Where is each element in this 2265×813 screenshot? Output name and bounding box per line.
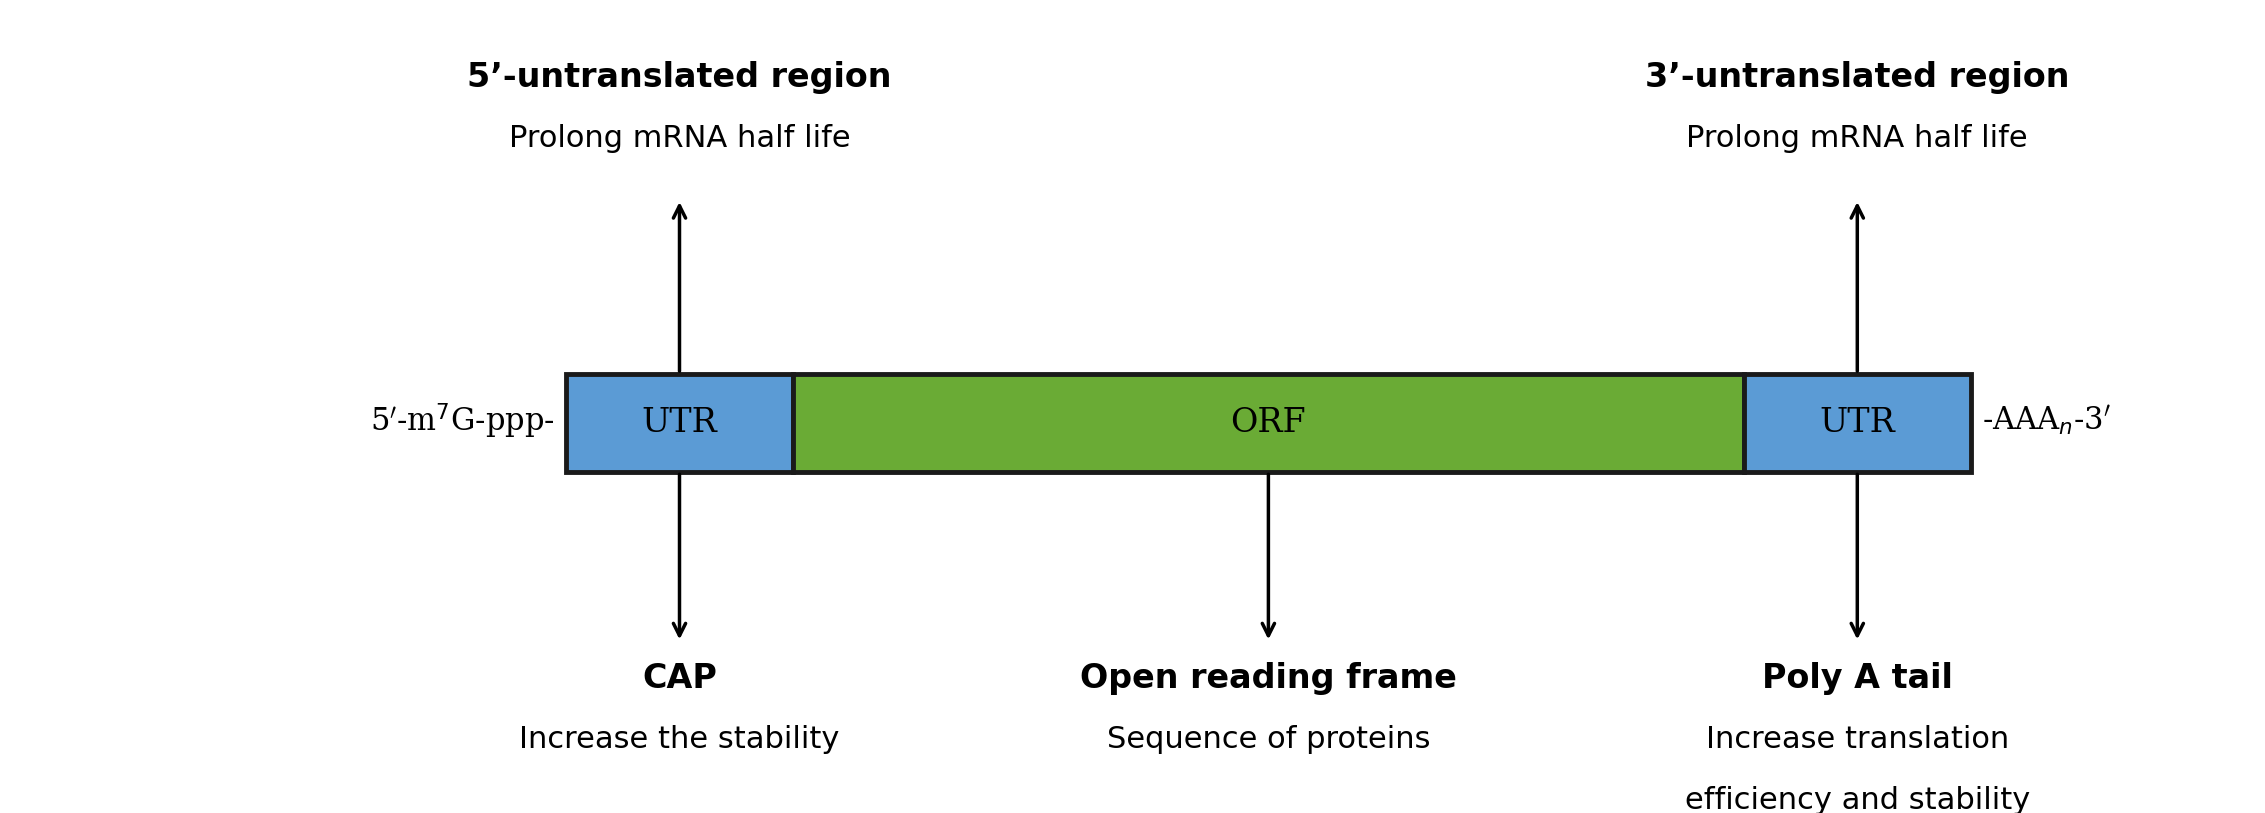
Text: 3’-untranslated region: 3’-untranslated region — [1644, 61, 2070, 93]
Bar — [1744, 374, 1971, 472]
Text: Increase translation: Increase translation — [1706, 725, 2009, 754]
Text: Open reading frame: Open reading frame — [1080, 663, 1456, 695]
Text: UTR: UTR — [1819, 406, 1896, 439]
Text: Prolong mRNA half life: Prolong mRNA half life — [510, 124, 849, 153]
Text: Increase the stability: Increase the stability — [519, 725, 840, 754]
Text: ORF: ORF — [1230, 406, 1307, 439]
Text: Prolong mRNA half life: Prolong mRNA half life — [1687, 124, 2027, 153]
Text: 5’-untranslated region: 5’-untranslated region — [467, 61, 892, 93]
Text: Poly A tail: Poly A tail — [1762, 663, 1952, 695]
Bar — [793, 374, 1744, 472]
Text: UTR: UTR — [641, 406, 718, 439]
Bar — [566, 374, 793, 472]
Text: -AAA$_n$-3$'$: -AAA$_n$-3$'$ — [1982, 404, 2111, 438]
Text: CAP: CAP — [641, 663, 718, 695]
Text: Sequence of proteins: Sequence of proteins — [1108, 725, 1429, 754]
Text: 5$'$-m$^7$G-ppp-: 5$'$-m$^7$G-ppp- — [369, 402, 555, 441]
Text: efficiency and stability: efficiency and stability — [1685, 786, 2029, 813]
